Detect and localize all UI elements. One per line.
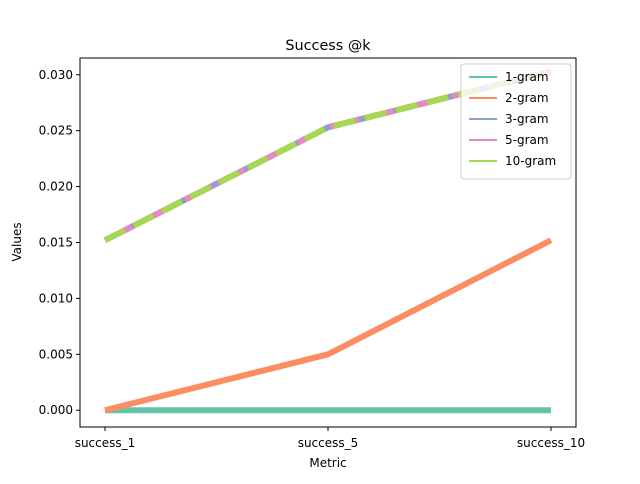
legend-box	[460, 63, 572, 180]
y-tick-label: 0.005	[39, 347, 73, 361]
axes: 0.000 0.005 0.010 0.015 0.020 0.025 0.030 succe…	[39, 57, 585, 450]
y-axis-label: Values	[10, 222, 24, 261]
legend-label: 2-gram	[505, 91, 549, 105]
x-axis-label: Metric	[309, 456, 346, 470]
legend-label: 5-gram	[505, 133, 549, 147]
x-tick-label: success_1	[75, 436, 136, 450]
legend-label: 1-gram	[505, 70, 549, 84]
y-tick-label: 0.030	[39, 68, 73, 82]
series-line-2-gram	[104, 237, 553, 414]
y-tick-label: 0.000	[39, 403, 73, 417]
y-tick-label: 0.015	[39, 236, 73, 250]
x-tick-label: success_5	[298, 436, 359, 450]
y-tick-label: 0.020	[39, 180, 73, 194]
chart-title: Success @k	[285, 38, 371, 54]
y-tick-label: 0.010	[39, 291, 73, 305]
y-tick-label: 0.025	[39, 124, 73, 138]
legend: 1-gram 2-gram 3-gram 5-gram 10-gram	[460, 63, 572, 180]
x-tick-label: success_10	[517, 436, 585, 450]
legend-label: 3-gram	[505, 112, 549, 126]
legend-label: 10-gram	[505, 154, 556, 168]
